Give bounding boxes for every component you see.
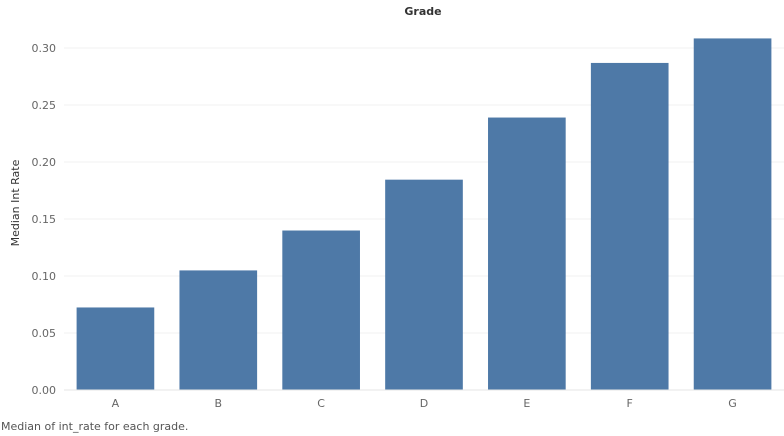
x-tick-label: F [627, 397, 633, 410]
bar-C [282, 230, 360, 390]
y-axis-label: Median Int Rate [9, 159, 22, 246]
x-tick-label: D [420, 397, 428, 410]
bar-E [488, 117, 566, 390]
bar-D [385, 179, 463, 390]
bars [76, 38, 772, 391]
chart-title: Grade [404, 5, 441, 18]
bar-G [693, 38, 772, 390]
y-tick-label: 0.00 [32, 384, 57, 397]
y-tick-label: 0.30 [32, 42, 57, 55]
x-tick-label: A [112, 397, 120, 410]
y-axis-ticks: 0.00 0.05 0.10 0.15 0.20 0.25 0.30 [32, 42, 57, 397]
bar-F [590, 62, 669, 391]
x-tick-label: E [523, 397, 530, 410]
y-tick-label: 0.10 [32, 270, 57, 283]
y-tick-label: 0.05 [32, 327, 57, 340]
chart-caption: Median of int_rate for each grade. [1, 420, 189, 433]
x-axis-ticks: A B C D E F G [112, 397, 737, 410]
bar-chart: Grade Median Int Rate 0.000.050.100.150.… [9, 5, 784, 410]
y-tick-label: 0.20 [32, 156, 57, 169]
bar-A [76, 307, 155, 390]
x-tick-label: B [215, 397, 223, 410]
y-tick-label: 0.15 [32, 213, 57, 226]
x-tick-label: G [728, 397, 737, 410]
x-tick-label: C [317, 397, 325, 410]
bar-B [179, 270, 258, 390]
y-tick-label: 0.25 [32, 99, 57, 112]
